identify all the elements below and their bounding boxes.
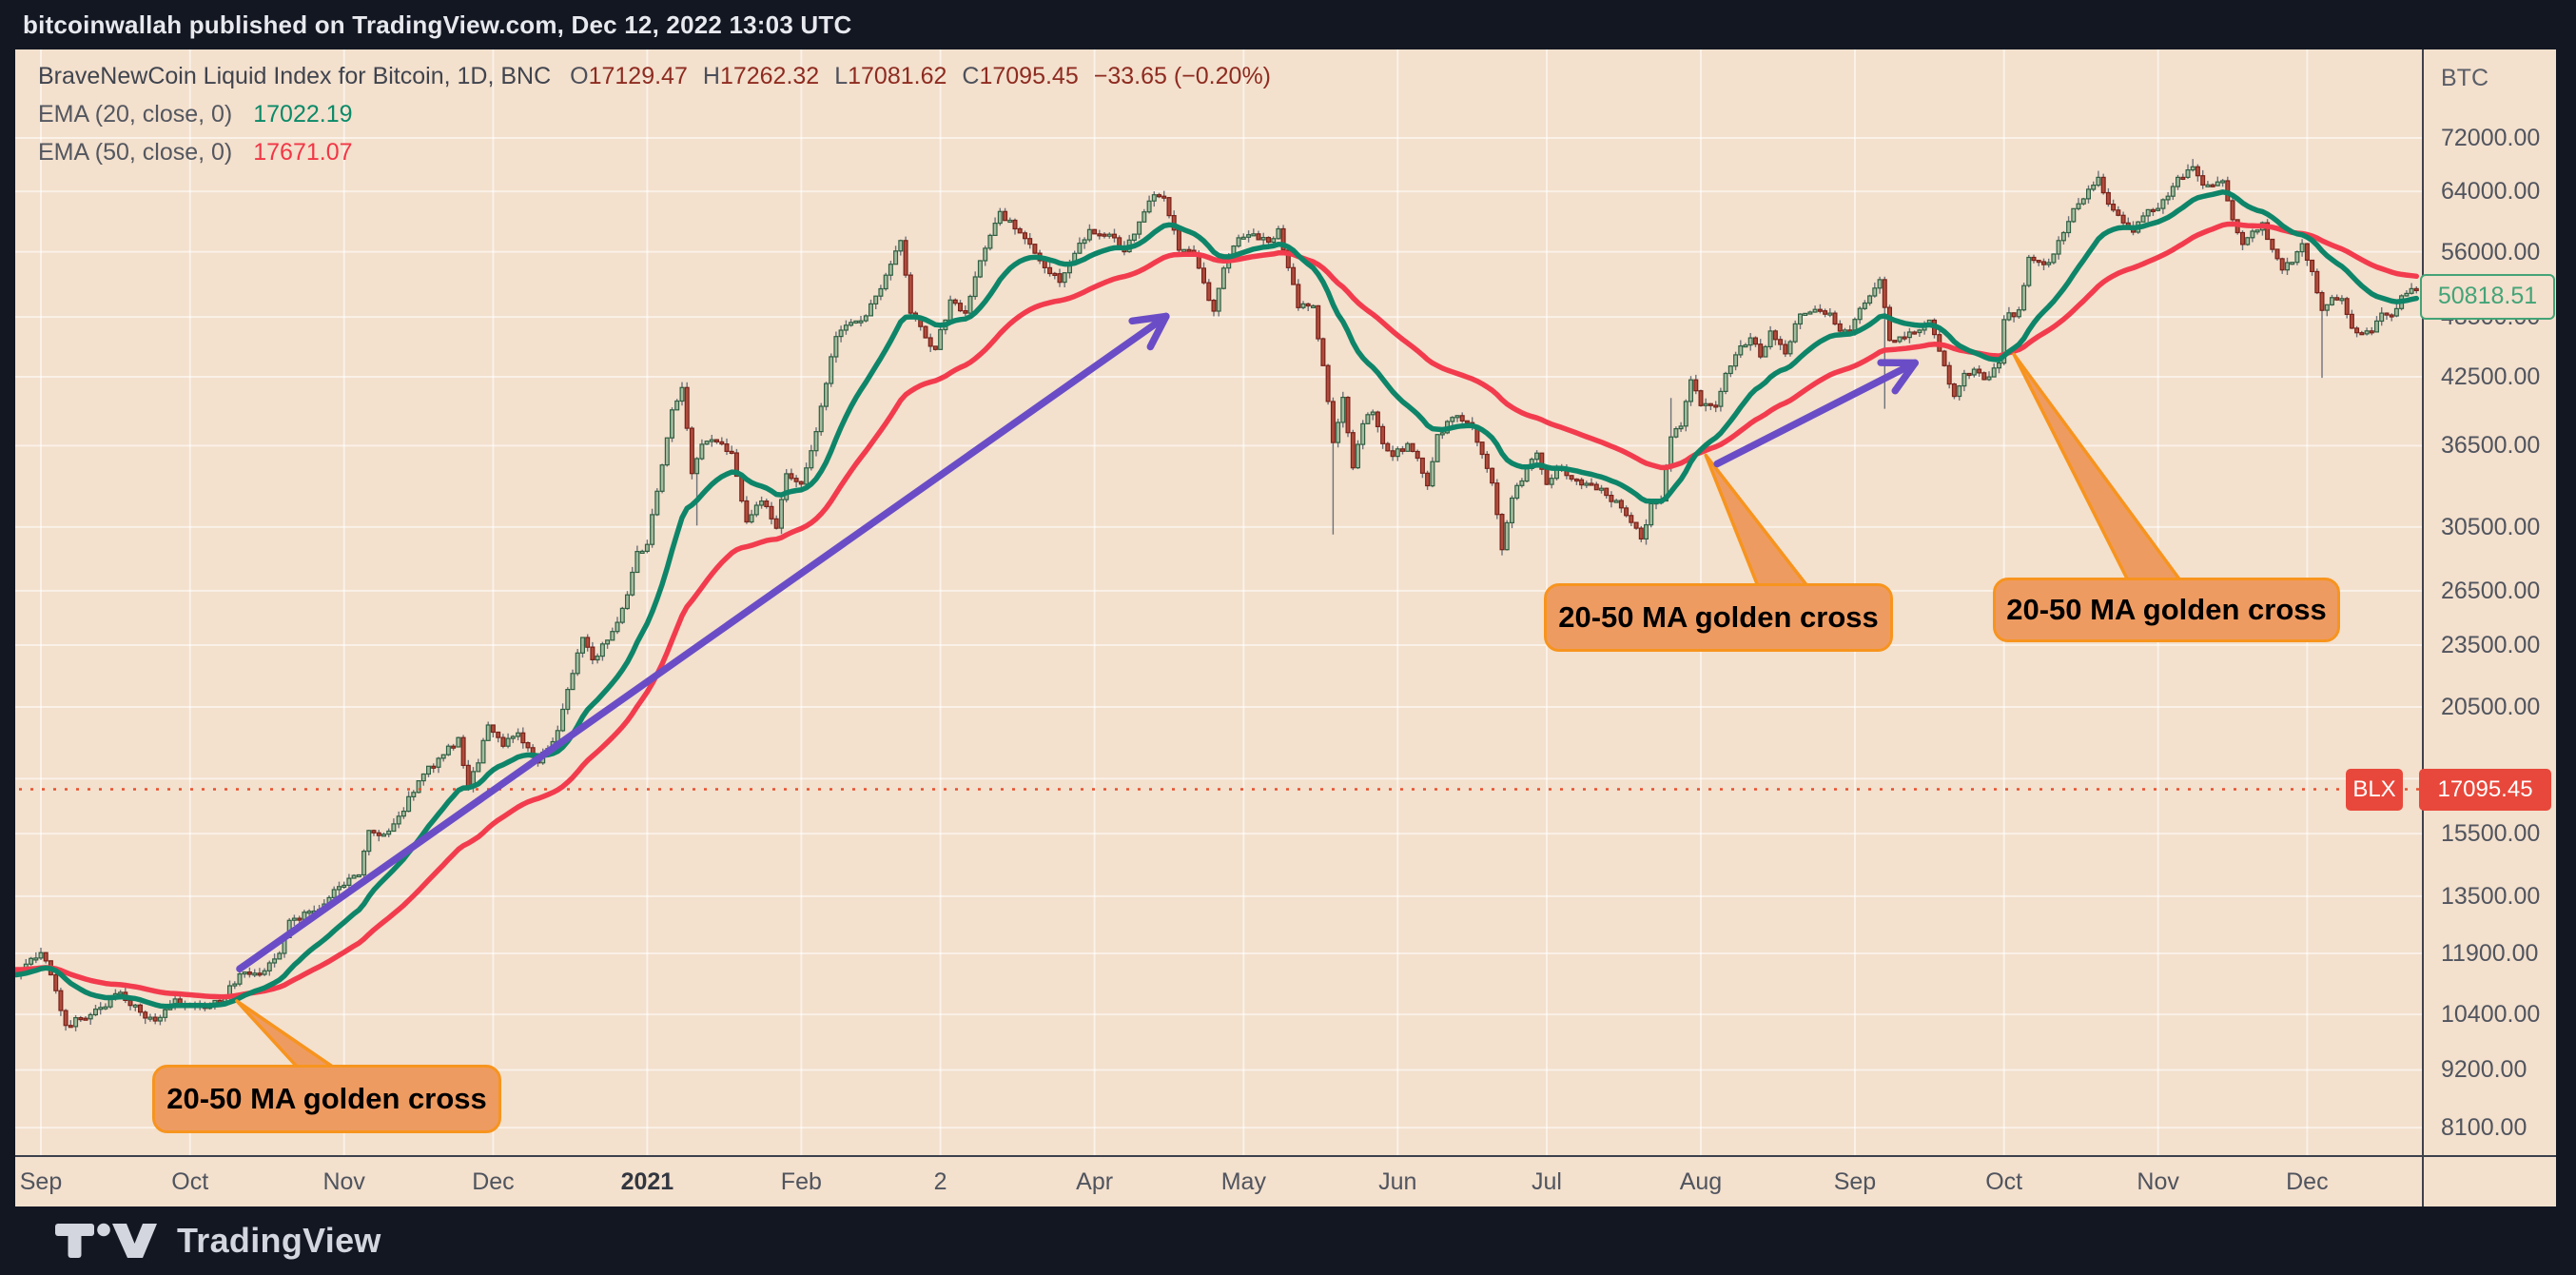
- indicator-row-ema50[interactable]: EMA (50, close, 0) 17671.07: [38, 133, 1271, 171]
- ohlc-values: O17129.47 H17262.32 L17081.62 C17095.45: [570, 63, 1094, 90]
- time-axis-label: 2021: [620, 1168, 674, 1195]
- time-axis-label: Jun: [1378, 1168, 1417, 1195]
- time-axis-label: Nov: [2137, 1168, 2179, 1195]
- price-tick-label: 23500.00: [2441, 632, 2541, 659]
- time-axis[interactable]: Sep Oct Nov Dec 2021 Feb 2 Apr May Jun Jul Aug Sep Oc…: [15, 1157, 2556, 1206]
- last-price-symbol-tag: BLX: [2346, 768, 2403, 811]
- price-tick-label: 26500.00: [2441, 577, 2541, 604]
- legend: BraveNewCoin Liquid Index for Bitcoin, 1…: [38, 57, 1271, 171]
- time-axis-label: Sep: [1833, 1168, 1877, 1195]
- price-axis-separator: [2422, 49, 2424, 1206]
- price-tick-label: 42500.00: [2441, 363, 2541, 390]
- symbol-row: BraveNewCoin Liquid Index for Bitcoin, 1…: [38, 57, 1271, 95]
- price-tick-label: 10400.00: [2441, 1001, 2541, 1029]
- footer-bar: TradingView: [0, 1206, 2576, 1275]
- attribution-bar: bitcoinwallah published on TradingView.c…: [0, 0, 2576, 49]
- time-axis-label: Dec: [472, 1168, 515, 1195]
- price-tick-label: 36500.00: [2441, 432, 2541, 460]
- ema50-value: 17671.07: [253, 138, 353, 166]
- price-tick-label: 9200.00: [2441, 1056, 2527, 1084]
- price-tick-label: 15500.00: [2441, 820, 2541, 848]
- logo-t-stem: [68, 1224, 82, 1258]
- price-tick-label: 8100.00: [2441, 1114, 2527, 1142]
- logo-dot: [97, 1223, 110, 1237]
- symbol-title: BraveNewCoin Liquid Index for Bitcoin, 1…: [38, 62, 552, 89]
- ema20-axis-price-label: 50818.51: [2420, 273, 2555, 320]
- callout-text: 20-50 MA golden cross: [166, 1082, 487, 1115]
- price-tick-label: 72000.00: [2441, 125, 2541, 151]
- time-axis-label: Jul: [1532, 1168, 1562, 1195]
- ohlc-field: C17095.45: [962, 62, 1079, 89]
- logo-v: [112, 1224, 157, 1258]
- time-axis-label: Oct: [171, 1168, 209, 1195]
- ohlc-field: H17262.32: [702, 62, 820, 89]
- time-axis-label: 2: [933, 1168, 947, 1195]
- price-tick-label: 64000.00: [2441, 178, 2541, 206]
- time-axis-label: May: [1220, 1168, 1266, 1195]
- price-tick-label: 11900.00: [2441, 939, 2539, 967]
- last-price-label: 17095.45: [2419, 768, 2551, 811]
- callout-golden-cross-1[interactable]: 20-50 MA golden cross: [152, 1065, 501, 1133]
- callout-text: 20-50 MA golden cross: [1558, 600, 1879, 634]
- callout-golden-cross-3[interactable]: 20-50 MA golden cross: [1993, 578, 2340, 642]
- ema20-value: 17022.19: [253, 100, 353, 128]
- price-tick-label: 20500.00: [2441, 694, 2541, 721]
- tradingview-logo[interactable]: [55, 1223, 162, 1259]
- change-value: −33.65 (−0.20%): [1093, 62, 1271, 89]
- time-axis-label: Oct: [1985, 1168, 2023, 1195]
- time-axis-label: Sep: [19, 1168, 63, 1195]
- brand-name: TradingView: [177, 1221, 381, 1260]
- callout-text: 20-50 MA golden cross: [2006, 593, 2327, 626]
- time-axis-label: Apr: [1076, 1168, 1114, 1195]
- price-tick-label: 30500.00: [2441, 513, 2541, 540]
- indicator-row-ema20[interactable]: EMA (20, close, 0) 17022.19: [38, 95, 1271, 133]
- time-axis-label: Aug: [1679, 1168, 1723, 1195]
- ema50-label: EMA (50, close, 0): [38, 138, 233, 166]
- time-axis-label: Feb: [780, 1168, 822, 1195]
- time-axis-separator: [15, 1155, 2556, 1157]
- ema20-label: EMA (20, close, 0): [38, 100, 233, 128]
- ohlc-field: L17081.62: [834, 62, 947, 89]
- time-axis-label: Nov: [322, 1168, 365, 1195]
- callout-golden-cross-2[interactable]: 20-50 MA golden cross: [1544, 583, 1893, 652]
- price-tick-label: 56000.00: [2441, 238, 2541, 265]
- ohlc-field: O17129.47: [570, 62, 688, 89]
- price-tick-label: 13500.00: [2441, 882, 2541, 910]
- chart-card: BraveNewCoin Liquid Index for Bitcoin, 1…: [15, 49, 2556, 1206]
- price-axis[interactable]: BTC 72000.0064000.0056000.0048500.004250…: [2424, 49, 2556, 1155]
- time-axis-label: Dec: [2286, 1168, 2329, 1195]
- attribution-text: bitcoinwallah published on TradingView.c…: [23, 10, 852, 39]
- price-axis-currency: BTC: [2441, 65, 2488, 91]
